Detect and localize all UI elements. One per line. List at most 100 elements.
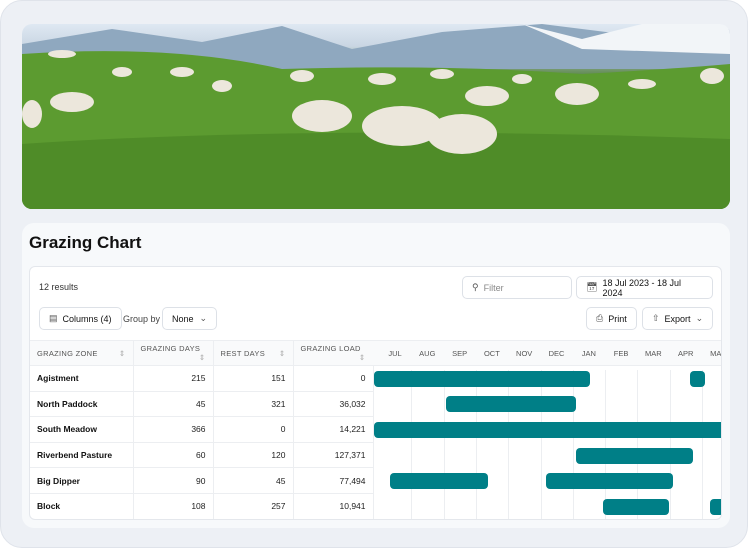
- month-label: NOV: [516, 349, 533, 358]
- chevron-down-icon: ⌄: [695, 313, 704, 323]
- month-gridline: [443, 370, 445, 519]
- chevron-down-icon: ⌄: [199, 313, 207, 323]
- grazing-period-bar[interactable]: [602, 498, 670, 515]
- month-gridline: [702, 370, 703, 519]
- table-row[interactable]: Block 108 257 10,941: [30, 493, 374, 519]
- table-row[interactable]: Big Dipper 90 45 77,494: [30, 467, 374, 494]
- header-label: GRAZING DAYS: [140, 344, 201, 353]
- grazing-load-cell: 77,494: [293, 467, 374, 494]
- grazing-days-cell: 215: [133, 365, 214, 392]
- grazing-days-cell: 90: [133, 467, 214, 494]
- zone-cell: Agistment: [30, 365, 134, 392]
- grazing-period-bar[interactable]: [446, 396, 577, 413]
- month-label: DEC: [548, 349, 565, 358]
- month-gridline: [669, 370, 671, 519]
- month-label: MAY: [710, 349, 721, 358]
- columns-label: Columns (4): [62, 313, 112, 324]
- zone-cell: Riverbend Pasture: [30, 442, 134, 469]
- month-label: OCT: [483, 349, 500, 358]
- column-header-grazing-load[interactable]: GRAZING LOAD ⇕: [293, 340, 374, 366]
- filter-input[interactable]: ⚲ Filter: [462, 276, 572, 299]
- month-label: AUG: [419, 349, 436, 358]
- month-gridline: [508, 370, 510, 519]
- print-label: Print: [608, 313, 627, 324]
- grazing-days-cell: 45: [133, 391, 214, 418]
- month-gridline: [605, 370, 607, 519]
- month-gridline: [637, 370, 639, 519]
- share-icon: ⇧: [652, 313, 660, 323]
- header-label: REST DAYS: [220, 348, 266, 358]
- rest-days-cell: 257: [213, 493, 294, 519]
- month-label: SEP: [452, 349, 468, 358]
- grazing-load-cell: 14,221: [293, 416, 374, 443]
- group-by-value: None: [172, 313, 194, 324]
- month-label: FEB: [613, 349, 629, 358]
- column-header-grazing-days[interactable]: GRAZING DAYS ⇕: [133, 340, 214, 366]
- grazing-days-cell: 366: [133, 416, 214, 443]
- grazing-period-bar[interactable]: [545, 473, 673, 490]
- grazing-load-cell: 36,032: [293, 391, 374, 418]
- grazing-table-panel: 12 results ⚲ Filter 📅︎ 18 Jul 2023 - 18 …: [29, 266, 722, 520]
- rest-days-cell: 151: [213, 365, 294, 392]
- sort-icon[interactable]: ⇕: [278, 348, 286, 358]
- results-count: 12 results: [39, 282, 79, 292]
- month-gridline: [540, 370, 542, 519]
- table-row[interactable]: Riverbend Pasture 60 120 127,371: [30, 442, 374, 469]
- zone-cell: Big Dipper: [30, 467, 134, 494]
- column-header-zone[interactable]: GRAZING ZONE ⇕: [30, 340, 134, 366]
- column-header-rest-days[interactable]: REST DAYS ⇕: [213, 340, 294, 366]
- gantt-timeline: JUL AUG SEP OCT NOV DEC JAN FEB MAR APR MAY: [373, 340, 721, 519]
- month-label: MAR: [645, 349, 662, 358]
- grazing-period-bar[interactable]: [374, 422, 721, 438]
- month-label: JAN: [581, 349, 596, 358]
- filter-placeholder: Filter: [483, 282, 504, 293]
- columns-button[interactable]: ▤ Columns (4): [39, 307, 122, 330]
- grazing-period-bar[interactable]: [389, 473, 489, 490]
- grazing-period-bar[interactable]: [576, 447, 693, 464]
- sort-icon[interactable]: ⇕: [198, 353, 206, 362]
- rest-days-cell: 321: [213, 391, 294, 418]
- table-row[interactable]: South Meadow 366 0 14,221: [30, 416, 374, 443]
- grazing-load-cell: 10,941: [293, 493, 374, 519]
- grazing-table: GRAZING ZONE ⇕ GRAZING DAYS ⇕ REST DAYS ⇕ G…: [30, 340, 374, 519]
- sort-icon[interactable]: ⇕: [358, 353, 366, 362]
- grazing-chart-card: Grazing Chart 12 results ⚲ Filter 📅︎ 18 …: [22, 223, 730, 528]
- month-gridline: [411, 370, 413, 519]
- rest-days-cell: 0: [213, 416, 294, 443]
- group-by-label: Group by: [123, 314, 161, 324]
- zone-cell: Block: [30, 493, 134, 519]
- month-gridline: [475, 370, 477, 519]
- header-label: GRAZING ZONE: [37, 348, 98, 358]
- sort-icon[interactable]: ⇕: [118, 348, 126, 358]
- month-label: JUL: [388, 349, 402, 358]
- date-range-picker[interactable]: 📅︎ 18 Jul 2023 - 18 Jul 2024: [576, 276, 713, 299]
- month-header: JUL AUG SEP OCT NOV DEC JAN FEB MAR APR MAY: [373, 340, 721, 366]
- zone-cell: North Paddock: [30, 391, 134, 418]
- search-icon: ⚲: [472, 282, 479, 292]
- month-label: APR: [677, 349, 694, 358]
- grazing-period-bar[interactable]: [709, 498, 721, 515]
- rest-days-cell: 120: [213, 442, 294, 469]
- page-title: Grazing Chart: [29, 233, 142, 252]
- grazing-days-cell: 60: [133, 442, 214, 469]
- table-row[interactable]: Agistment 215 151 0: [30, 365, 374, 392]
- print-button[interactable]: ⎙ Print: [586, 307, 637, 330]
- grazing-period-bar[interactable]: [689, 370, 706, 387]
- grazing-period-bar[interactable]: [374, 370, 591, 387]
- columns-icon: ▤: [49, 313, 58, 323]
- rest-days-cell: 45: [213, 467, 294, 494]
- export-button[interactable]: ⇧ Export ⌄: [642, 307, 713, 330]
- date-range-value: 18 Jul 2023 - 18 Jul 2024: [602, 277, 681, 298]
- group-by-select[interactable]: None ⌄: [162, 307, 217, 330]
- header-label: GRAZING LOAD: [300, 344, 361, 353]
- printer-icon: ⎙: [596, 313, 604, 323]
- hero-image: [22, 24, 730, 209]
- table-row[interactable]: North Paddock 45 321 36,032: [30, 391, 374, 418]
- export-label: Export: [664, 313, 691, 324]
- calendar-icon: 📅︎: [586, 282, 598, 292]
- month-gridline: [572, 370, 574, 519]
- grazing-days-cell: 108: [133, 493, 214, 519]
- grazing-load-cell: 127,371: [293, 442, 374, 469]
- grazing-load-cell: 0: [293, 365, 374, 392]
